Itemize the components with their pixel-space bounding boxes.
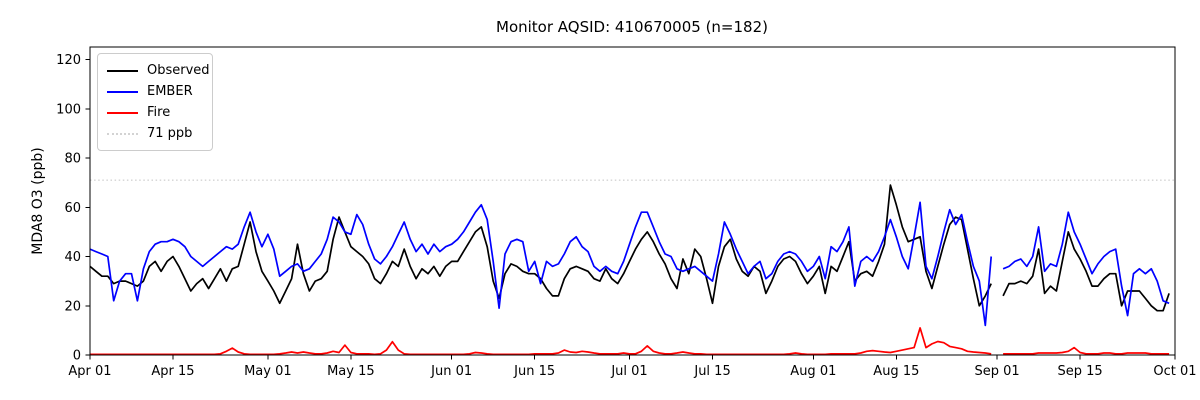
- x-tick-label: Jul 15: [693, 364, 730, 379]
- y-tick-label: 80: [64, 152, 81, 167]
- observed-line-swatch: [107, 69, 138, 72]
- y-tick-label: 0: [73, 349, 81, 364]
- threshold-line-swatch: [107, 132, 138, 135]
- legend-label-observed: Observed: [147, 63, 210, 78]
- x-tick-label: Aug 01: [790, 364, 836, 379]
- y-tick-label: 20: [64, 299, 81, 314]
- observed-series-line: [89, 184, 1170, 312]
- y-tick-label: 40: [64, 250, 81, 265]
- legend: Observed EMBER Fire 71 ppb: [97, 53, 213, 151]
- x-tick-label: Aug 15: [873, 364, 919, 379]
- legend-item-observed: Observed: [107, 60, 210, 81]
- ember-line-swatch: [107, 90, 138, 93]
- axes-box: [89, 46, 1176, 356]
- legend-item-threshold: 71 ppb: [107, 123, 202, 144]
- legend-label-fire: Fire: [147, 105, 171, 120]
- x-tick-label: Apr 01: [68, 364, 111, 379]
- fire-line-swatch: [107, 111, 138, 114]
- y-tick-label: 120: [56, 53, 81, 68]
- x-tick-label: Sep 15: [1058, 364, 1103, 379]
- x-tick-label: May 01: [244, 364, 292, 379]
- x-tick-label: May 15: [327, 364, 375, 379]
- legend-item-fire: Fire: [107, 102, 202, 123]
- x-tick-label: Sep 01: [975, 364, 1020, 379]
- fire-series-line: [90, 327, 1170, 356]
- x-tick-label: Oct 01: [1153, 364, 1196, 379]
- legend-item-ember: EMBER: [107, 81, 202, 102]
- ember-series-line: [89, 201, 1170, 327]
- x-tick-label: Jul 01: [610, 364, 647, 379]
- legend-label-ember: EMBER: [147, 84, 193, 99]
- legend-label-threshold: 71 ppb: [147, 126, 193, 141]
- y-tick-label: 100: [56, 102, 81, 117]
- x-tick-label: Jun 01: [430, 364, 472, 379]
- y-tick-label: 60: [64, 201, 81, 216]
- x-tick-label: Jun 15: [513, 364, 555, 379]
- x-tick-label: Apr 15: [151, 364, 194, 379]
- chart-title: Monitor AQSID: 410670005 (n=182): [496, 18, 768, 36]
